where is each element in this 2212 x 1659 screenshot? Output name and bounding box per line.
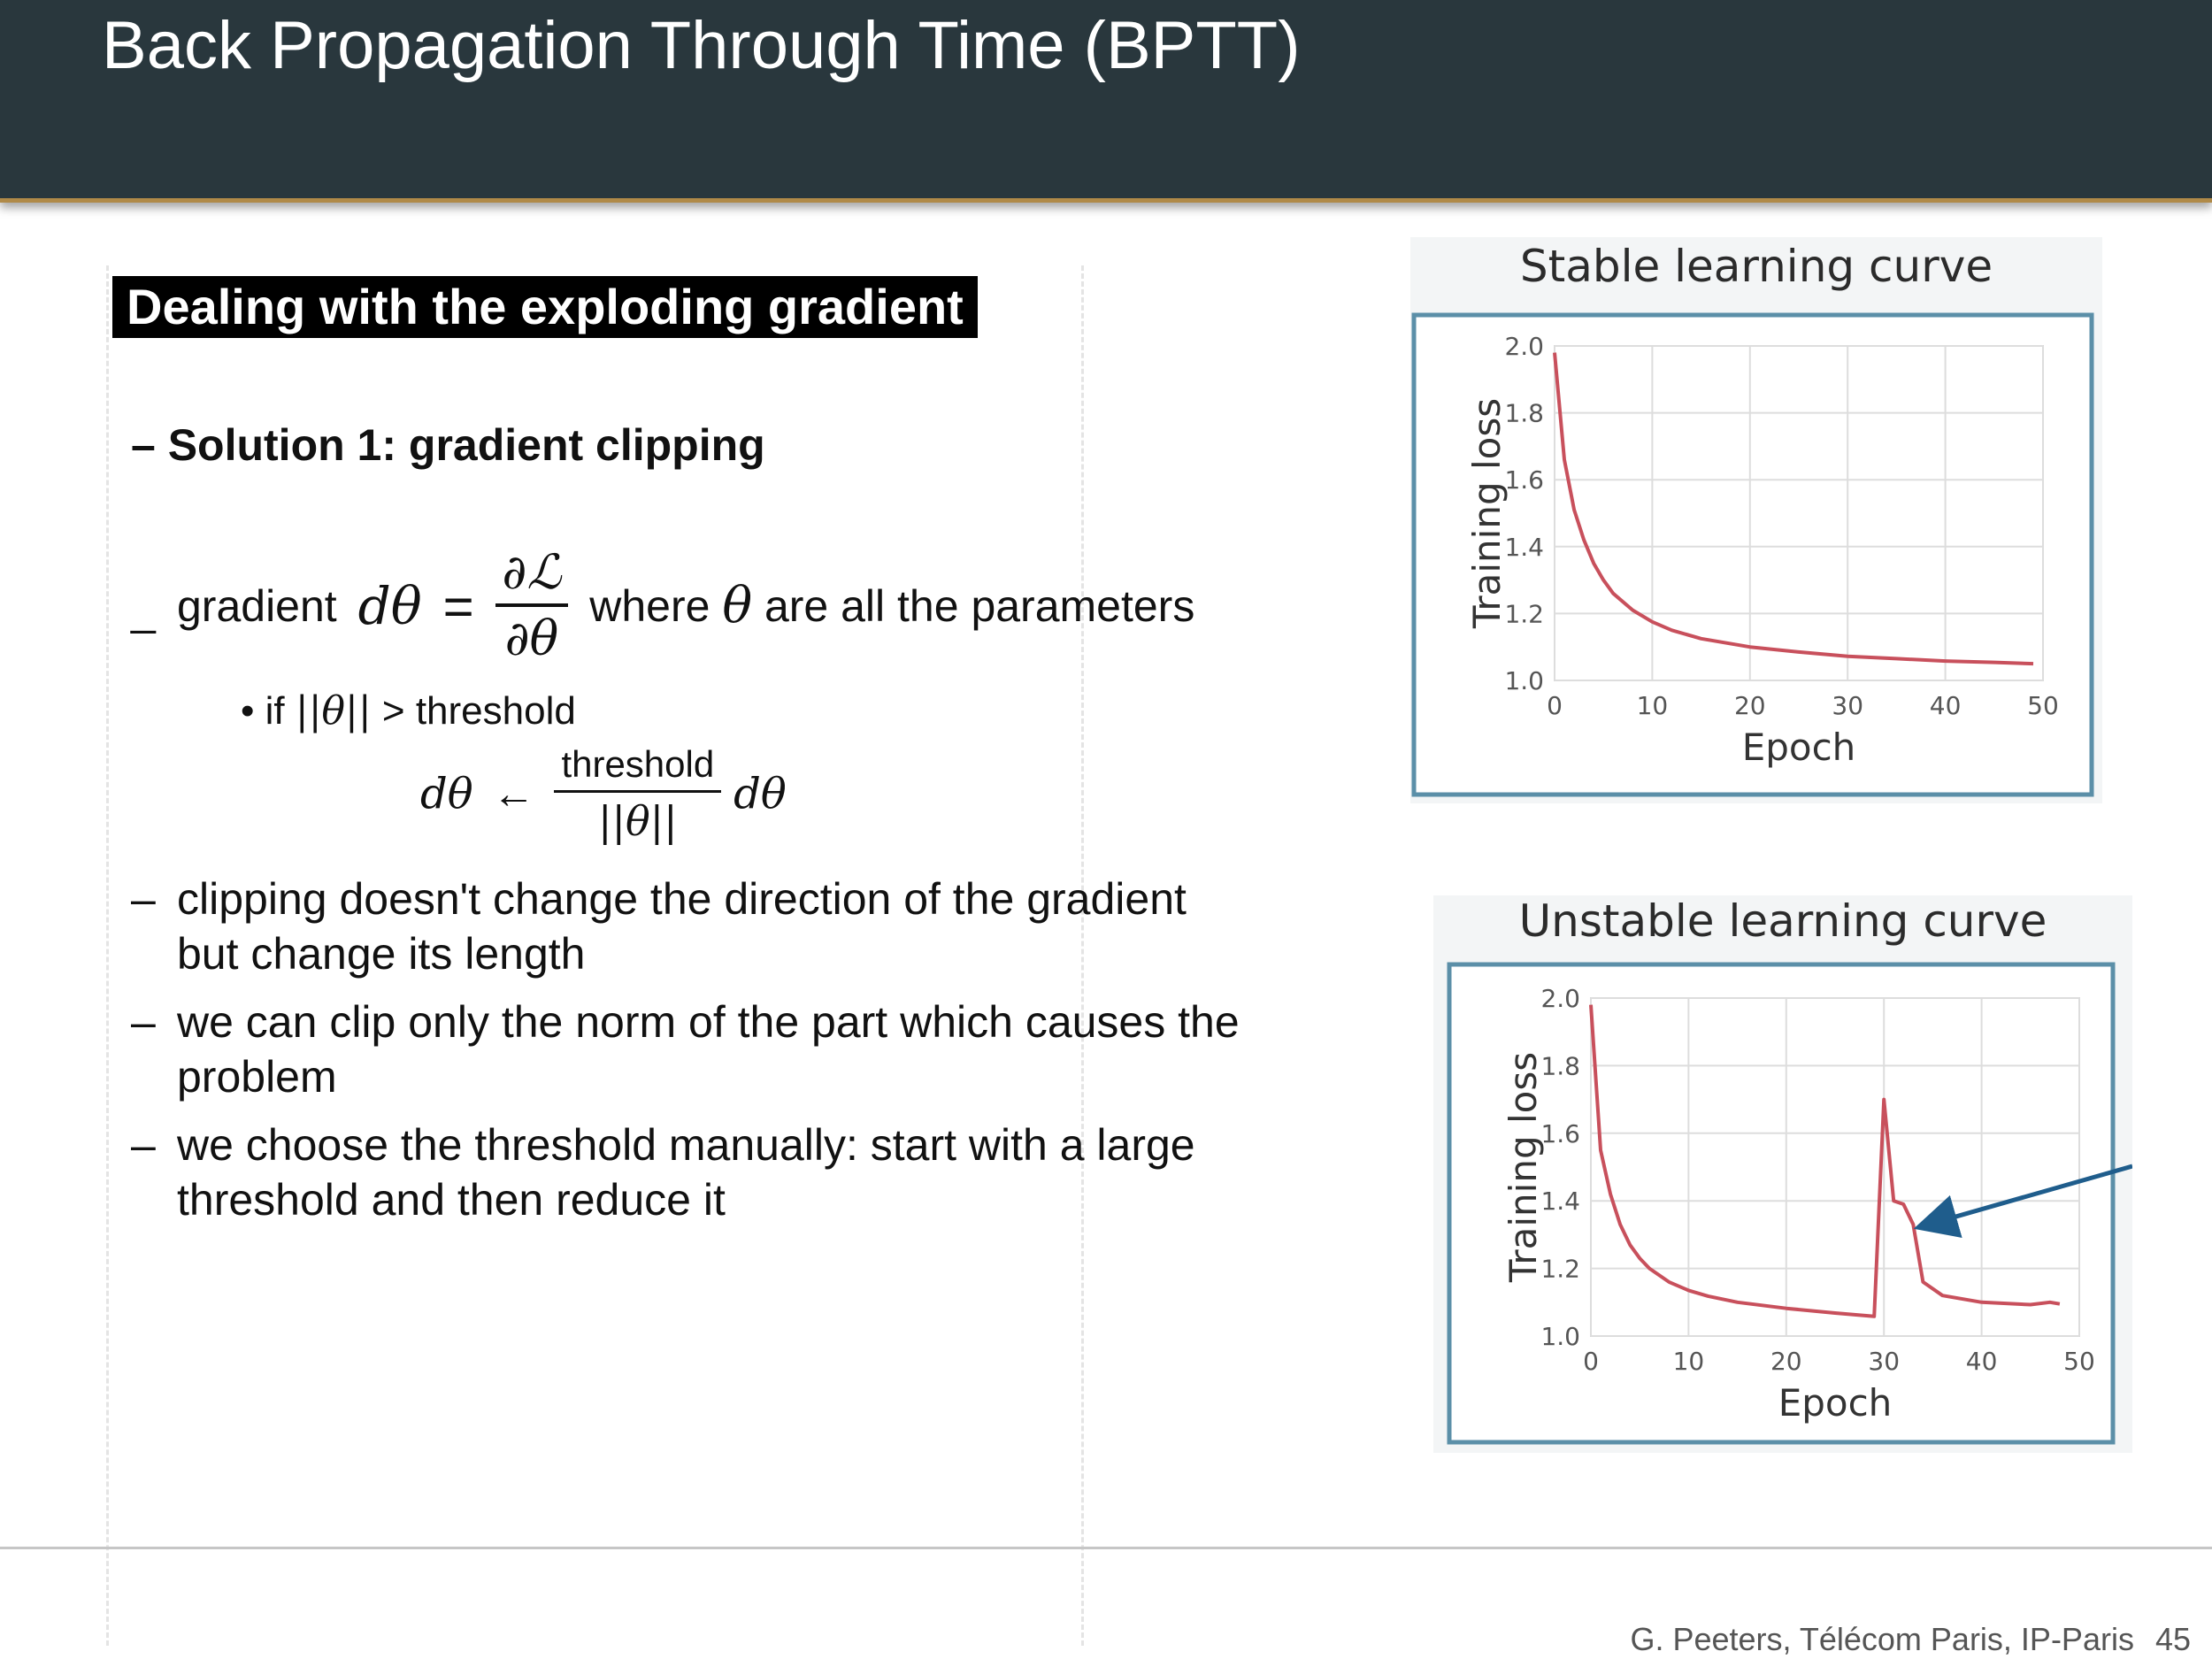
section-heading: Dealing with the exploding gradient [112, 276, 978, 338]
y-tick-label: 1.0 [1504, 666, 1544, 695]
y-tick-label: 1.0 [1540, 1322, 1580, 1351]
point-2-dash: – [131, 997, 156, 1047]
if-word: if [265, 689, 285, 733]
gradient-word: gradient [177, 581, 337, 631]
stable-learning-curve-chart: Stable learning curve 0 10 20 30 40 50 1.0 1.2 1… [1410, 237, 2102, 803]
y-tick-label: 2.0 [1504, 332, 1544, 361]
params-text: are all the parameters [764, 581, 1195, 631]
point-3-dash: – [131, 1120, 156, 1170]
d-theta-lhs: dθ [420, 769, 473, 819]
bullet-dot: • [241, 689, 265, 733]
partial-theta: ∂θ [504, 611, 559, 666]
point-2-line-1: we can clip only the norm of the part wh… [177, 997, 1240, 1047]
x-tick-label: 40 [1930, 691, 1962, 720]
x-tick-label: 0 [1547, 691, 1563, 720]
x-axis-label: Epoch [1742, 726, 1856, 769]
y-tick-label: 1.2 [1504, 599, 1544, 628]
x-axis-label: Epoch [1778, 1381, 1893, 1425]
partial-derivative: ∂ℒ ∂θ [495, 541, 569, 671]
footer: G. Peeters, Télécom Paris, IP-Paris 45 [1609, 1621, 2191, 1658]
y-tick-label: 1.6 [1504, 465, 1544, 495]
threshold-condition: • if ||θ|| > threshold [241, 687, 576, 736]
x-tick-label: 20 [1770, 1347, 1802, 1376]
clip-ratio: threshold ||θ|| [554, 739, 722, 849]
clipping-formula: dθ ← threshold ||θ|| dθ [420, 739, 787, 863]
point-1-line-1: clipping doesn't change the direction of… [177, 874, 1187, 924]
d-theta-symbol: dθ [357, 576, 422, 636]
point-1-line-2: but change its length [177, 929, 586, 979]
theta-symbol: θ [722, 577, 753, 635]
x-tick-label: 30 [1868, 1347, 1900, 1376]
y-tick-label: 1.2 [1540, 1255, 1580, 1284]
point-3-line-2: threshold and then reduce it [177, 1175, 726, 1225]
solution-heading: – Solution 1: gradient clipping [131, 418, 765, 472]
point-2: we can clip only the norm of the part wh… [177, 995, 1240, 1104]
point-2-line-2: problem [177, 1052, 337, 1102]
title-bar: Back Propagation Through Time (BPTT) [0, 0, 2212, 203]
threshold-numerator: threshold [554, 739, 722, 793]
gradient-dash: _ [131, 585, 156, 634]
footer-credit: G. Peeters, Télécom Paris, IP-Paris [1630, 1621, 2134, 1657]
equals-sign: = [442, 576, 474, 636]
x-tick-label: 30 [1832, 691, 1863, 720]
d-theta-rhs: dθ [733, 769, 787, 819]
unstable-learning-curve-chart: Unstable learning curve 0 10 20 30 40 50 1.0 1.… [1433, 895, 2132, 1453]
footer-rule [0, 1547, 2212, 1549]
gradient-definition: gradient dθ = ∂ℒ ∂θ where θ are all the … [177, 541, 1194, 683]
partial-loss: ∂ℒ [495, 541, 569, 607]
y-tick-label: 2.0 [1540, 984, 1580, 1013]
y-axis-label: Training loss [1502, 1052, 1545, 1283]
y-axis-label: Training loss [1465, 398, 1509, 629]
stable-chart-plot: 0 10 20 30 40 50 1.0 1.2 1.4 1.6 1.8 2.0 Epoch Traini… [1411, 312, 2094, 797]
guide-line-left [106, 265, 109, 1646]
loss-curve [1589, 1004, 2061, 1318]
norm-theta: ||θ|| [295, 688, 372, 733]
point-1-dash: – [131, 874, 156, 924]
y-tick-label: 1.4 [1540, 1187, 1580, 1216]
x-tick-label: 40 [1966, 1347, 1998, 1376]
plot-area [1590, 997, 2080, 1337]
assign-arrow: ← [492, 771, 535, 818]
where-text: where [589, 581, 710, 631]
norm-denominator: ||θ|| [597, 797, 678, 845]
x-tick-label: 10 [1673, 1347, 1705, 1376]
threshold-compare: > threshold [381, 689, 576, 733]
chart-title: Stable learning curve [1519, 241, 1993, 292]
unstable-chart-plot: 0 10 20 30 40 50 1.0 1.2 1.4 1.6 1.8 2.0 Epoch Traini… [1447, 962, 2132, 1445]
annotation-arrow [1913, 1164, 2132, 1238]
y-tick-label: 1.8 [1540, 1051, 1580, 1080]
y-tick-label: 1.4 [1504, 533, 1544, 562]
loss-curve [1553, 352, 2034, 666]
chart-title: Unstable learning curve [1518, 895, 2047, 947]
guide-line-right [1081, 265, 1084, 1646]
page-number: 45 [2154, 1621, 2191, 1657]
x-tick-label: 10 [1637, 691, 1669, 720]
solution-heading-text: Solution 1: gradient clipping [167, 420, 765, 470]
y-tick-label: 1.6 [1540, 1119, 1580, 1148]
x-tick-label: 20 [1734, 691, 1766, 720]
y-tick-label: 1.8 [1504, 399, 1544, 428]
x-tick-label: 50 [2027, 691, 2059, 720]
slide-title: Back Propagation Through Time (BPTT) [102, 8, 1301, 83]
point-3: we choose the threshold manually: start … [177, 1118, 1195, 1227]
plot-area [1554, 345, 2044, 681]
x-tick-label: 0 [1583, 1347, 1599, 1376]
point-1: clipping doesn't change the direction of… [177, 872, 1187, 981]
point-3-line-1: we choose the threshold manually: start … [177, 1120, 1195, 1170]
solution-dash: – [131, 420, 168, 470]
x-tick-label: 50 [2063, 1347, 2095, 1376]
